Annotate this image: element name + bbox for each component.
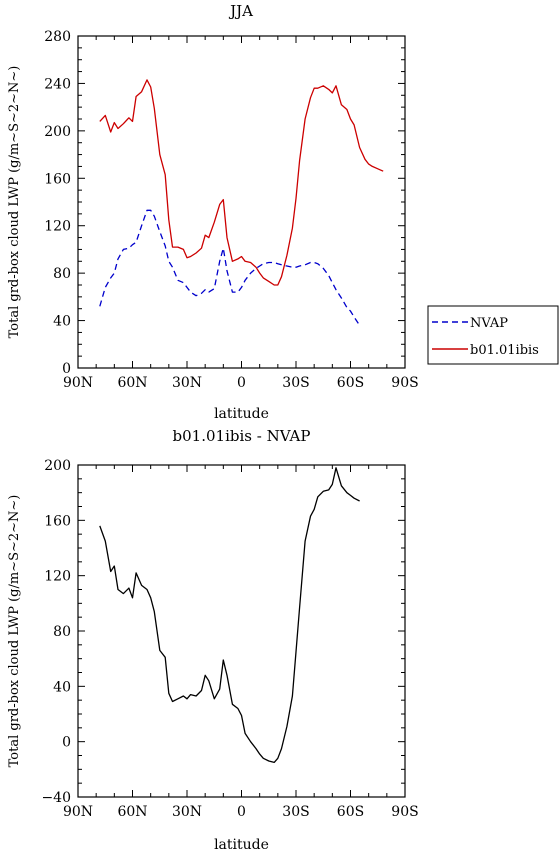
x-tick-label-90n: 90N xyxy=(63,804,93,820)
y-axis-label: Total grd-box cloud LWP (g/m~S~2~N~) xyxy=(7,66,22,339)
series-line-nvap xyxy=(99,209,361,326)
y-tick-label-240: 240 xyxy=(44,76,71,92)
x-tick-label-0: 0 xyxy=(237,375,246,391)
x-tick-label-60n: 60N xyxy=(117,375,147,391)
y-tick-label-200: 200 xyxy=(44,124,71,140)
x-tick-label-60s: 60S xyxy=(337,804,364,820)
x-tick-label-60s: 60S xyxy=(337,375,364,391)
series-line-difference-0 xyxy=(99,467,360,764)
legend-label-nvap: NVAP xyxy=(470,316,508,331)
chart-title: JJA xyxy=(228,2,253,20)
x-tick-label-90s: 90S xyxy=(391,804,418,820)
y-tick-label-160: 160 xyxy=(44,171,71,187)
x-tick-label-0: 0 xyxy=(237,804,246,820)
y-axis-label: Total grd-box cloud LWP (g/m~S~2~N~) xyxy=(7,495,22,768)
y-tick-label-0: 0 xyxy=(62,361,71,377)
y-tick-label-120: 120 xyxy=(44,569,71,585)
top-panel: 90N 60N 30N 0 30S 60S 90S 0 40 80 120 160 200 240 280 J… xyxy=(7,2,419,422)
series-line-b01-01ibis xyxy=(99,79,384,286)
y-tick-label-80: 80 xyxy=(53,266,71,282)
plot-frame xyxy=(77,35,406,369)
legend-label-b01-01ibis: b01.01ibis xyxy=(470,343,539,358)
legend: NVAP b01.01ibis xyxy=(427,305,559,365)
x-tick-label-90s: 90S xyxy=(391,375,418,391)
y-tick-label-0: 0 xyxy=(62,735,71,751)
y-tick-label-80: 80 xyxy=(53,624,71,640)
x-tick-label-60n: 60N xyxy=(117,804,147,820)
y-tick-label-40: −40 xyxy=(41,790,71,806)
x-tick-label-30n: 30N xyxy=(172,375,202,391)
x-axis-label: latitude xyxy=(214,837,269,851)
plot-frame xyxy=(77,464,406,798)
bottom-panel: 90N 60N 30N 0 30S 60S 90S −40 0 40 80 120 160 200 b01.… xyxy=(7,427,419,851)
x-tick-label-30s: 30S xyxy=(282,375,309,391)
x-tick-label-30n: 30N xyxy=(172,804,202,820)
y-tick-label-280: 280 xyxy=(44,29,71,45)
y-tick-label-160: 160 xyxy=(44,513,71,529)
x-axis-label: latitude xyxy=(214,406,269,422)
y-tick-label-200: 200 xyxy=(44,458,71,474)
chart-title: b01.01ibis - NVAP xyxy=(173,427,311,445)
x-tick-label-30s: 30S xyxy=(282,804,309,820)
y-tick-label-40: 40 xyxy=(53,314,71,330)
legend-box xyxy=(427,305,559,365)
y-tick-label-40: 40 xyxy=(53,679,71,695)
x-tick-label-90n: 90N xyxy=(63,375,93,391)
y-tick-label-120: 120 xyxy=(44,219,71,235)
